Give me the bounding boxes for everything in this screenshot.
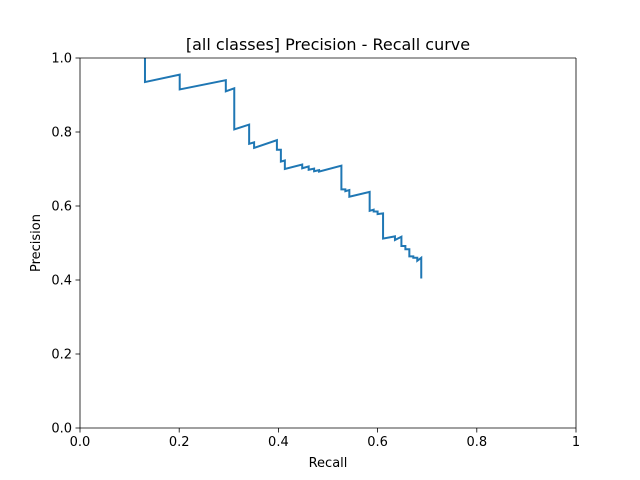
plot-background	[80, 58, 576, 428]
y-tick-label: 0.0	[51, 422, 72, 437]
chart-title: [all classes] Precision - Recall curve	[186, 35, 470, 54]
x-tick-label: 0.4	[268, 435, 289, 450]
x-axis-label: Recall	[309, 456, 348, 471]
x-tick-label: 0.0	[70, 435, 91, 450]
x-tick-label: 0.6	[367, 435, 388, 450]
y-tick-label: 0.2	[51, 348, 72, 363]
x-tick-label: 0.8	[466, 435, 487, 450]
axes-frame	[79, 57, 577, 429]
plot-content	[143, 58, 423, 279]
y-tick-label: 0.6	[51, 200, 72, 215]
y-tick-label: 1.0	[51, 52, 72, 67]
y-tick-label: 0.4	[51, 274, 72, 289]
pr-curve-line	[143, 58, 423, 279]
x-axis-ticks: 0.0 0.2 0.4 0.6 0.8 1	[70, 428, 580, 450]
y-axis-ticks: 0.0 0.2 0.4 0.6 0.8 1.0	[51, 52, 80, 437]
x-tick-label: 1	[572, 435, 580, 450]
y-tick-label: 0.8	[51, 126, 72, 141]
y-axis-label: Precision	[29, 214, 44, 272]
x-tick-label: 0.2	[169, 435, 190, 450]
